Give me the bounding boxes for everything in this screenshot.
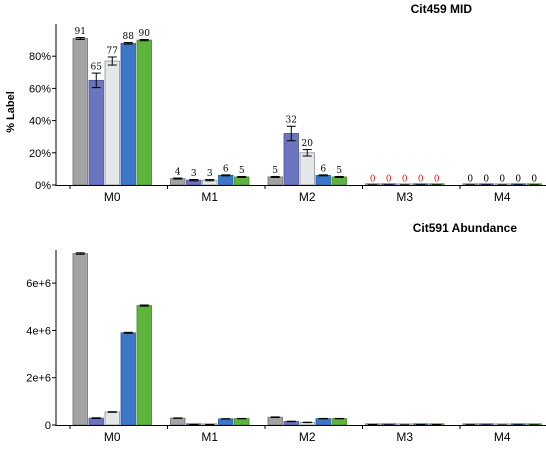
mid-data-label: 0 xyxy=(531,174,537,184)
abundance-category-label: M4 xyxy=(494,430,511,444)
mid-bar xyxy=(218,174,234,186)
mid-bar xyxy=(331,176,347,186)
mid-data-label: 3 xyxy=(207,169,213,179)
mid-data-label: 0 xyxy=(402,174,408,184)
mid-bar xyxy=(120,42,136,186)
mid-category-label: M0 xyxy=(104,190,121,204)
mid-data-label: 0 xyxy=(515,174,521,184)
mid-bar xyxy=(72,38,88,186)
mid-data-label: 0 xyxy=(370,174,376,184)
mid-y-tick-label: 60% xyxy=(29,83,51,95)
abundance-y-tick-label: 0 xyxy=(45,420,51,432)
mid-category-label: M1 xyxy=(201,190,218,204)
mid-data-label: 5 xyxy=(336,166,342,176)
mid-category-label: M2 xyxy=(299,190,316,204)
mid-data-label: 88 xyxy=(123,32,135,42)
abundance-y-tick-label: 4e+6 xyxy=(26,325,51,337)
abundance-bar xyxy=(234,418,250,426)
mid-data-label: 0 xyxy=(467,174,473,184)
mid-data-label: 0 xyxy=(499,174,505,184)
mid-data-label: 6 xyxy=(320,164,326,174)
abundance-chart-panel: Cit591 Abundance 0 2e+6 4e+6 6e+6 M0 M1 M2 M3 M… xyxy=(26,221,546,444)
abundance-bar xyxy=(170,417,186,426)
mid-data-label: 0 xyxy=(434,174,440,184)
mid-bar xyxy=(267,176,283,186)
abundance-category-label: M3 xyxy=(396,430,413,444)
mid-chart-title: Cit459 MID xyxy=(411,2,473,16)
mid-data-label: 5 xyxy=(272,166,278,176)
abundance-y-tick-label: 6e+6 xyxy=(26,278,51,290)
mid-data-label: 5 xyxy=(239,166,245,176)
mid-bar xyxy=(299,152,315,186)
abundance-bar xyxy=(267,416,283,426)
mid-bar xyxy=(88,79,104,186)
abundance-chart-title: Cit591 Abundance xyxy=(413,221,518,235)
mid-data-label: 3 xyxy=(191,169,197,179)
abundance-bar xyxy=(136,305,152,426)
abundance-y-tick-label: 2e+6 xyxy=(26,373,51,385)
mid-data-label: 0 xyxy=(418,174,424,184)
mid-bar xyxy=(315,174,331,186)
mid-data-label: 20 xyxy=(302,139,314,149)
mid-chart-y-axis-label: % Label xyxy=(5,91,17,133)
abundance-bar xyxy=(104,411,120,426)
mid-category-label: M4 xyxy=(494,190,511,204)
mid-bar xyxy=(234,176,250,186)
abundance-category-label: M2 xyxy=(299,430,316,444)
abundance-bar xyxy=(120,332,136,426)
mid-y-tick-label: 80% xyxy=(29,51,51,63)
mid-bar xyxy=(136,39,152,186)
mid-data-label: 0 xyxy=(386,174,392,184)
mid-bar xyxy=(104,60,120,186)
mid-data-label: 6 xyxy=(223,164,229,174)
abundance-category-label: M0 xyxy=(104,430,121,444)
mid-data-label: 90 xyxy=(139,29,151,39)
abundance-bar xyxy=(218,418,234,426)
mid-category-label: M3 xyxy=(396,190,413,204)
mid-data-label: 32 xyxy=(286,116,297,126)
abundance-bar xyxy=(88,417,104,426)
abundance-bar xyxy=(72,253,88,426)
mid-data-label: 0 xyxy=(483,174,489,184)
mid-y-tick-label: 40% xyxy=(29,116,51,128)
mid-chart-panel: Cit459 MID % Label 0% 20% 40% 60% 80% M0 M1 M2… xyxy=(5,2,546,204)
mid-data-label: 91 xyxy=(75,27,86,37)
mid-y-tick-label: 20% xyxy=(29,148,51,160)
abundance-bar xyxy=(331,418,347,426)
abundance-category-label: M1 xyxy=(201,430,218,444)
mid-data-label: 65 xyxy=(91,63,103,73)
mid-data-label: 77 xyxy=(107,47,119,57)
abundance-bar xyxy=(315,418,331,426)
mid-y-tick-label: 0% xyxy=(35,180,51,192)
mid-data-label: 4 xyxy=(175,168,181,178)
